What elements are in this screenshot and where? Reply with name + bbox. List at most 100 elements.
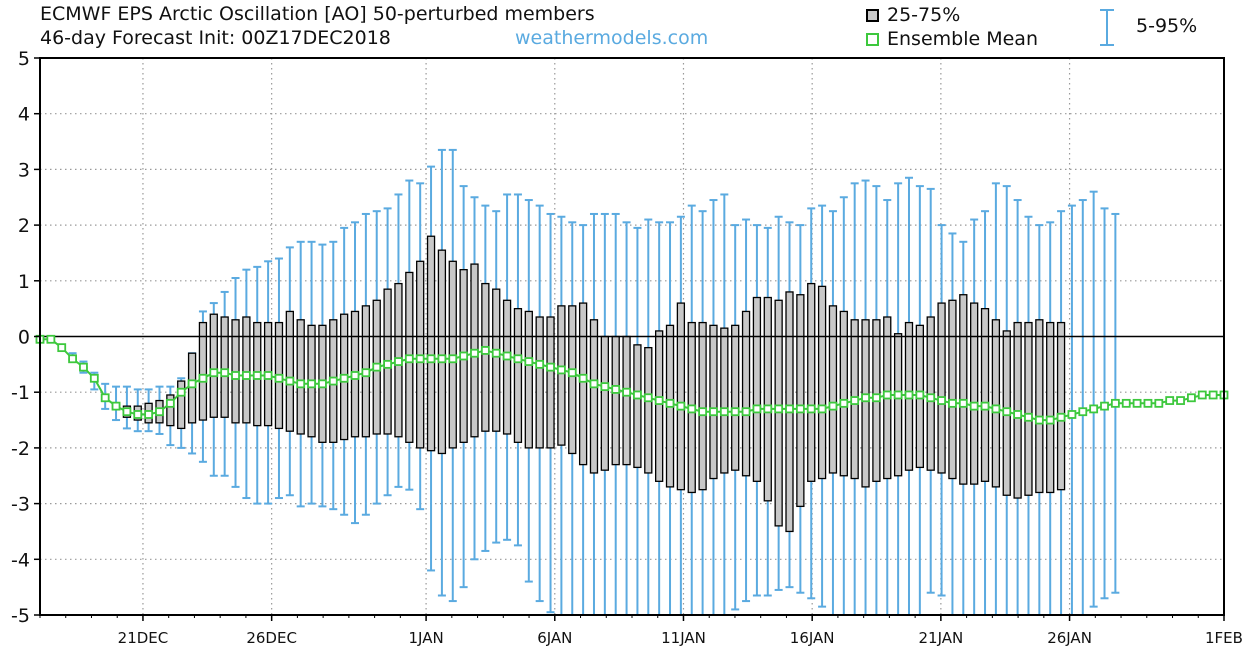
iqr-box <box>807 282 816 482</box>
mean-point <box>980 401 990 411</box>
mean-point <box>144 410 154 419</box>
x-tick-label: 26JAN <box>1047 629 1092 647</box>
mean-point <box>1176 396 1185 405</box>
iqr-box <box>980 307 990 482</box>
iqr-box <box>426 235 436 452</box>
iqr-box <box>861 319 870 488</box>
mean-point <box>600 382 610 392</box>
iqr-box <box>568 305 577 455</box>
iqr-box <box>731 324 740 471</box>
iqr-box <box>611 335 620 466</box>
iqr-box <box>600 335 609 471</box>
mean-point <box>1078 407 1088 417</box>
mean-point <box>231 371 240 380</box>
y-tick-label: -3 <box>11 494 30 516</box>
mean-point <box>1067 410 1077 419</box>
mean-point <box>719 407 729 417</box>
mean-point <box>893 390 903 400</box>
mean-point <box>654 396 664 405</box>
mean-point <box>133 410 143 419</box>
iqr-box <box>937 302 946 474</box>
mean-point <box>589 379 599 389</box>
mean-point <box>459 351 469 361</box>
iqr-box <box>296 319 305 435</box>
iqr-box <box>676 302 686 491</box>
mean-point <box>383 359 392 369</box>
x-tick-label: 21JAN <box>919 629 964 647</box>
y-tick-label: 4 <box>18 104 30 126</box>
iqr-box <box>166 394 175 427</box>
mean-point <box>698 407 708 417</box>
mean-point <box>785 404 794 414</box>
iqr-box <box>828 305 838 474</box>
mean-point <box>1197 390 1207 400</box>
iqr-box <box>513 307 523 443</box>
mean-point <box>220 368 230 378</box>
iqr-box <box>578 302 588 466</box>
iqr-box <box>970 302 979 485</box>
mean-point <box>937 396 946 405</box>
mean-point <box>1187 393 1196 403</box>
mean-point <box>350 371 360 380</box>
x-tick-label: 1FEB <box>1205 629 1243 647</box>
x-tick-label: 26DEC <box>246 629 297 647</box>
mean-point <box>491 348 501 358</box>
mean-point <box>209 368 219 378</box>
mean-point <box>730 407 740 417</box>
iqr-box <box>633 344 642 469</box>
mean-point <box>1034 415 1044 425</box>
mean-series <box>35 334 1229 425</box>
mean-point <box>948 398 957 408</box>
mean-point <box>339 373 349 383</box>
mean-point <box>633 390 642 400</box>
iqr-box <box>959 294 968 485</box>
iqr-box <box>1035 319 1044 494</box>
iqr-box <box>242 316 251 424</box>
mean-point <box>915 390 925 400</box>
mean-point <box>622 387 631 397</box>
iqr-box <box>535 316 544 449</box>
mean-point <box>795 404 805 414</box>
mean-point <box>872 393 881 403</box>
iqr-box <box>1046 321 1055 494</box>
mean-point <box>904 390 914 400</box>
y-tick-label: 1 <box>18 271 30 293</box>
mean-point <box>991 404 1001 414</box>
x-tick-label: 11JAN <box>661 629 706 647</box>
y-tick-label: 5 <box>18 48 30 70</box>
source-watermark: weathermodels.com <box>515 27 709 49</box>
iqr-box <box>655 330 664 482</box>
mean-point <box>611 385 621 394</box>
mean-point <box>318 379 327 389</box>
mean-point <box>122 407 132 417</box>
mean-point <box>578 373 588 383</box>
mean-point <box>241 371 251 380</box>
iqr-box <box>177 380 186 430</box>
mean-point <box>361 368 371 378</box>
mean-point <box>513 354 523 364</box>
iqr-box <box>285 310 294 432</box>
chart-subtitle: 46-day Forecast Init: 00Z17DEC2018 <box>40 27 391 49</box>
y-axis: 5 4 3 2 1 0 -1 -2 -3 -4 -5 <box>11 48 40 627</box>
iqr-box <box>1024 321 1033 496</box>
mean-point <box>556 365 566 375</box>
mean-point <box>969 401 979 411</box>
iqr-box <box>796 294 805 508</box>
x-tick-label: 21DEC <box>118 629 169 647</box>
y-tick-label: -4 <box>11 549 30 571</box>
mean-point <box>535 359 545 369</box>
iqr-box <box>709 324 718 480</box>
legend-mean-swatch <box>866 33 879 46</box>
iqr-box <box>557 305 566 446</box>
mean-point <box>1110 398 1120 408</box>
mean-point <box>1002 407 1012 417</box>
iqr-box <box>644 346 653 474</box>
legend-box-label: 25-75% <box>887 4 961 26</box>
mean-point <box>285 376 295 386</box>
mean-point <box>1056 412 1066 422</box>
iqr-box <box>839 310 848 477</box>
mean-point <box>502 351 512 361</box>
mean-point <box>1045 415 1055 425</box>
x-axis: 21DEC 26DEC 1JAN 6JAN 11JAN 16JAN 21JAN 26JAN 1F… <box>39 615 1243 647</box>
